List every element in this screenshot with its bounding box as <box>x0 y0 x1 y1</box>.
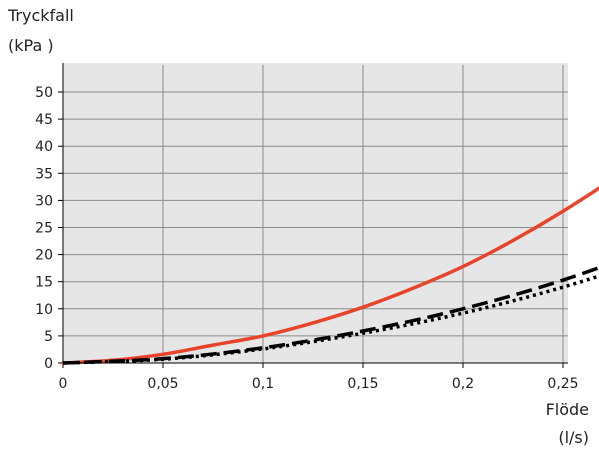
x-axis-unit: (l/s) <box>558 428 589 447</box>
y-axis-unit: (kPa ) <box>8 36 54 55</box>
series-line-cu <box>62 265 599 365</box>
series-line-r <box>62 274 599 365</box>
y-tick-label: 30 <box>35 193 53 209</box>
y-tick-label: 45 <box>35 112 53 128</box>
x-tick-label: 0 <box>59 376 68 392</box>
y-tick-label: 35 <box>35 166 53 182</box>
y-tick-label: 15 <box>35 275 53 291</box>
y-tick-label: 50 <box>35 85 53 101</box>
y-axis-title: Tryckfall <box>8 6 74 25</box>
grid <box>63 64 568 363</box>
x-tick-label: 0,05 <box>147 376 178 392</box>
y-tick-label: 5 <box>44 329 53 345</box>
x-tick-label: 0,15 <box>347 376 378 392</box>
y-tick-label: 20 <box>35 248 53 264</box>
y-tick-label: 0 <box>44 356 53 372</box>
y-tick-label: 10 <box>35 302 53 318</box>
x-tick-label: 0,1 <box>252 376 274 392</box>
x-tick-label: 0,25 <box>547 376 578 392</box>
y-tick-label: 40 <box>35 139 53 155</box>
plot-area <box>63 63 568 363</box>
x-tick-label: 0,2 <box>452 376 474 392</box>
series-line-e <box>61 186 599 365</box>
x-axis-title: Flöde <box>545 400 589 419</box>
tick-labels: 00,050,10,150,20,250,30,350,40,450,50510… <box>35 85 578 392</box>
series-lines <box>61 186 599 365</box>
y-tick-label: 25 <box>35 221 53 237</box>
